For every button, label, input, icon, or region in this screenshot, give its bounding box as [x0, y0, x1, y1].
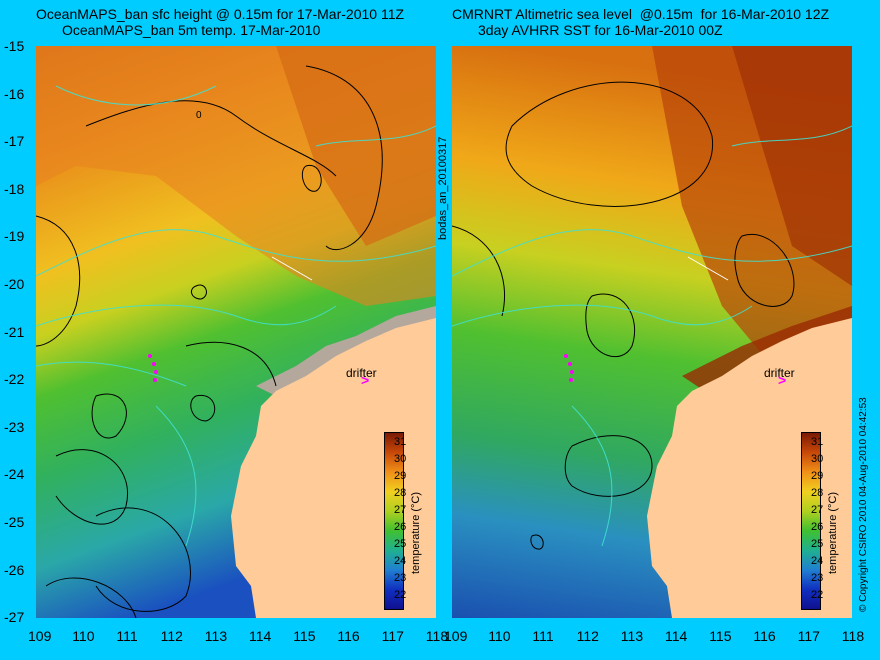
left-colorbar: [384, 432, 404, 610]
right-map-panel: drifter >: [452, 46, 852, 618]
colorbar-tick: 24: [811, 555, 824, 567]
x-tick: 116: [337, 628, 360, 644]
colorbar-tick: 29: [394, 470, 407, 482]
colorbar-tick: 23: [394, 572, 407, 584]
y-tick: -23: [4, 418, 25, 435]
x-tick: 116: [753, 628, 776, 644]
colorbar-tick: 26: [394, 521, 407, 533]
left-map-svg: 0: [36, 46, 436, 618]
x-tick: 111: [532, 628, 554, 644]
y-tick: -27: [4, 609, 25, 626]
colorbar-tick: 27: [811, 504, 824, 516]
contour-label: 0: [196, 110, 202, 121]
colorbar-tick: 28: [394, 487, 407, 499]
colorbar-tick: 31: [394, 436, 407, 448]
x-tick: 109: [444, 628, 468, 644]
copyright-label: © Copyright CSIRO 2010 04-Aug-2010 04:42…: [858, 397, 869, 612]
colorbar-tick: 30: [811, 453, 824, 465]
y-tick: -21: [4, 323, 25, 340]
x-tick: 112: [576, 628, 599, 644]
x-tick: 115: [293, 628, 316, 644]
x-tick: 117: [381, 628, 404, 644]
x-tick: 110: [488, 628, 511, 644]
colorbar-tick: 25: [811, 538, 824, 550]
x-tick: 112: [160, 628, 183, 644]
colorbar-tick: 28: [811, 487, 824, 499]
left-title-line2: OceanMAPS_ban 5m temp. 17-Mar-2010: [62, 22, 321, 38]
left-colorbar-title: temperature (°C): [410, 491, 422, 574]
x-tick: 110: [72, 628, 95, 644]
y-tick: -15: [4, 38, 25, 54]
right-land: [647, 318, 852, 618]
x-tick: 114: [249, 628, 272, 644]
y-tick: -25: [4, 514, 25, 530]
x-tick: 113: [204, 628, 228, 644]
left-drifter-label: drifter: [346, 366, 377, 380]
left-drifter-track: [148, 354, 158, 382]
y-tick: -19: [4, 228, 25, 245]
y-tick: -18: [4, 180, 25, 197]
right-title-line1: CMRNRT Altimetric sea level @0.15m for 1…: [452, 6, 830, 22]
left-title-line1: OceanMAPS_ban sfc height @ 0.15m for 17-…: [36, 6, 405, 22]
right-map-svg: [452, 46, 852, 618]
colorbar-tick: 22: [394, 589, 407, 601]
colorbar-tick: 26: [811, 521, 824, 533]
right-drifter-label: drifter: [764, 366, 795, 380]
y-tick: -16: [4, 85, 25, 102]
right-colorbar: [801, 432, 821, 610]
colorbar-tick: 24: [394, 555, 407, 567]
x-tick: 111: [116, 628, 138, 644]
left-drifter-marker: >: [361, 372, 370, 388]
right-title-line2: 3day AVHRR SST for 16-Mar-2010 00Z: [478, 22, 723, 38]
right-drifter-track: [564, 354, 574, 382]
colorbar-tick: 29: [811, 470, 824, 482]
x-tick: 113: [620, 628, 644, 644]
x-tick: 118: [841, 628, 865, 644]
run-id-label: bodas_an_20100317: [437, 136, 449, 240]
colorbar-tick: 31: [811, 436, 824, 448]
colorbar-tick: 25: [394, 538, 407, 550]
colorbar-tick: 23: [811, 572, 824, 584]
y-tick: -26: [4, 561, 25, 578]
x-tick: 109: [28, 628, 52, 644]
x-tick: 117: [797, 628, 820, 644]
colorbar-tick: 27: [394, 504, 407, 516]
y-tick: -17: [4, 133, 25, 150]
y-tick: -24: [4, 466, 25, 483]
x-tick: 114: [665, 628, 688, 644]
x-tick: 115: [709, 628, 732, 644]
left-map-panel: 0 drifter >: [36, 46, 436, 618]
colorbar-tick: 30: [394, 453, 407, 465]
y-tick: -20: [4, 276, 25, 292]
colorbar-tick: 22: [811, 589, 824, 601]
x-tick: 118: [425, 628, 449, 644]
y-tick: -22: [4, 371, 25, 388]
right-colorbar-title: temperature (°C): [827, 491, 839, 574]
right-drifter-marker: >: [778, 372, 787, 388]
